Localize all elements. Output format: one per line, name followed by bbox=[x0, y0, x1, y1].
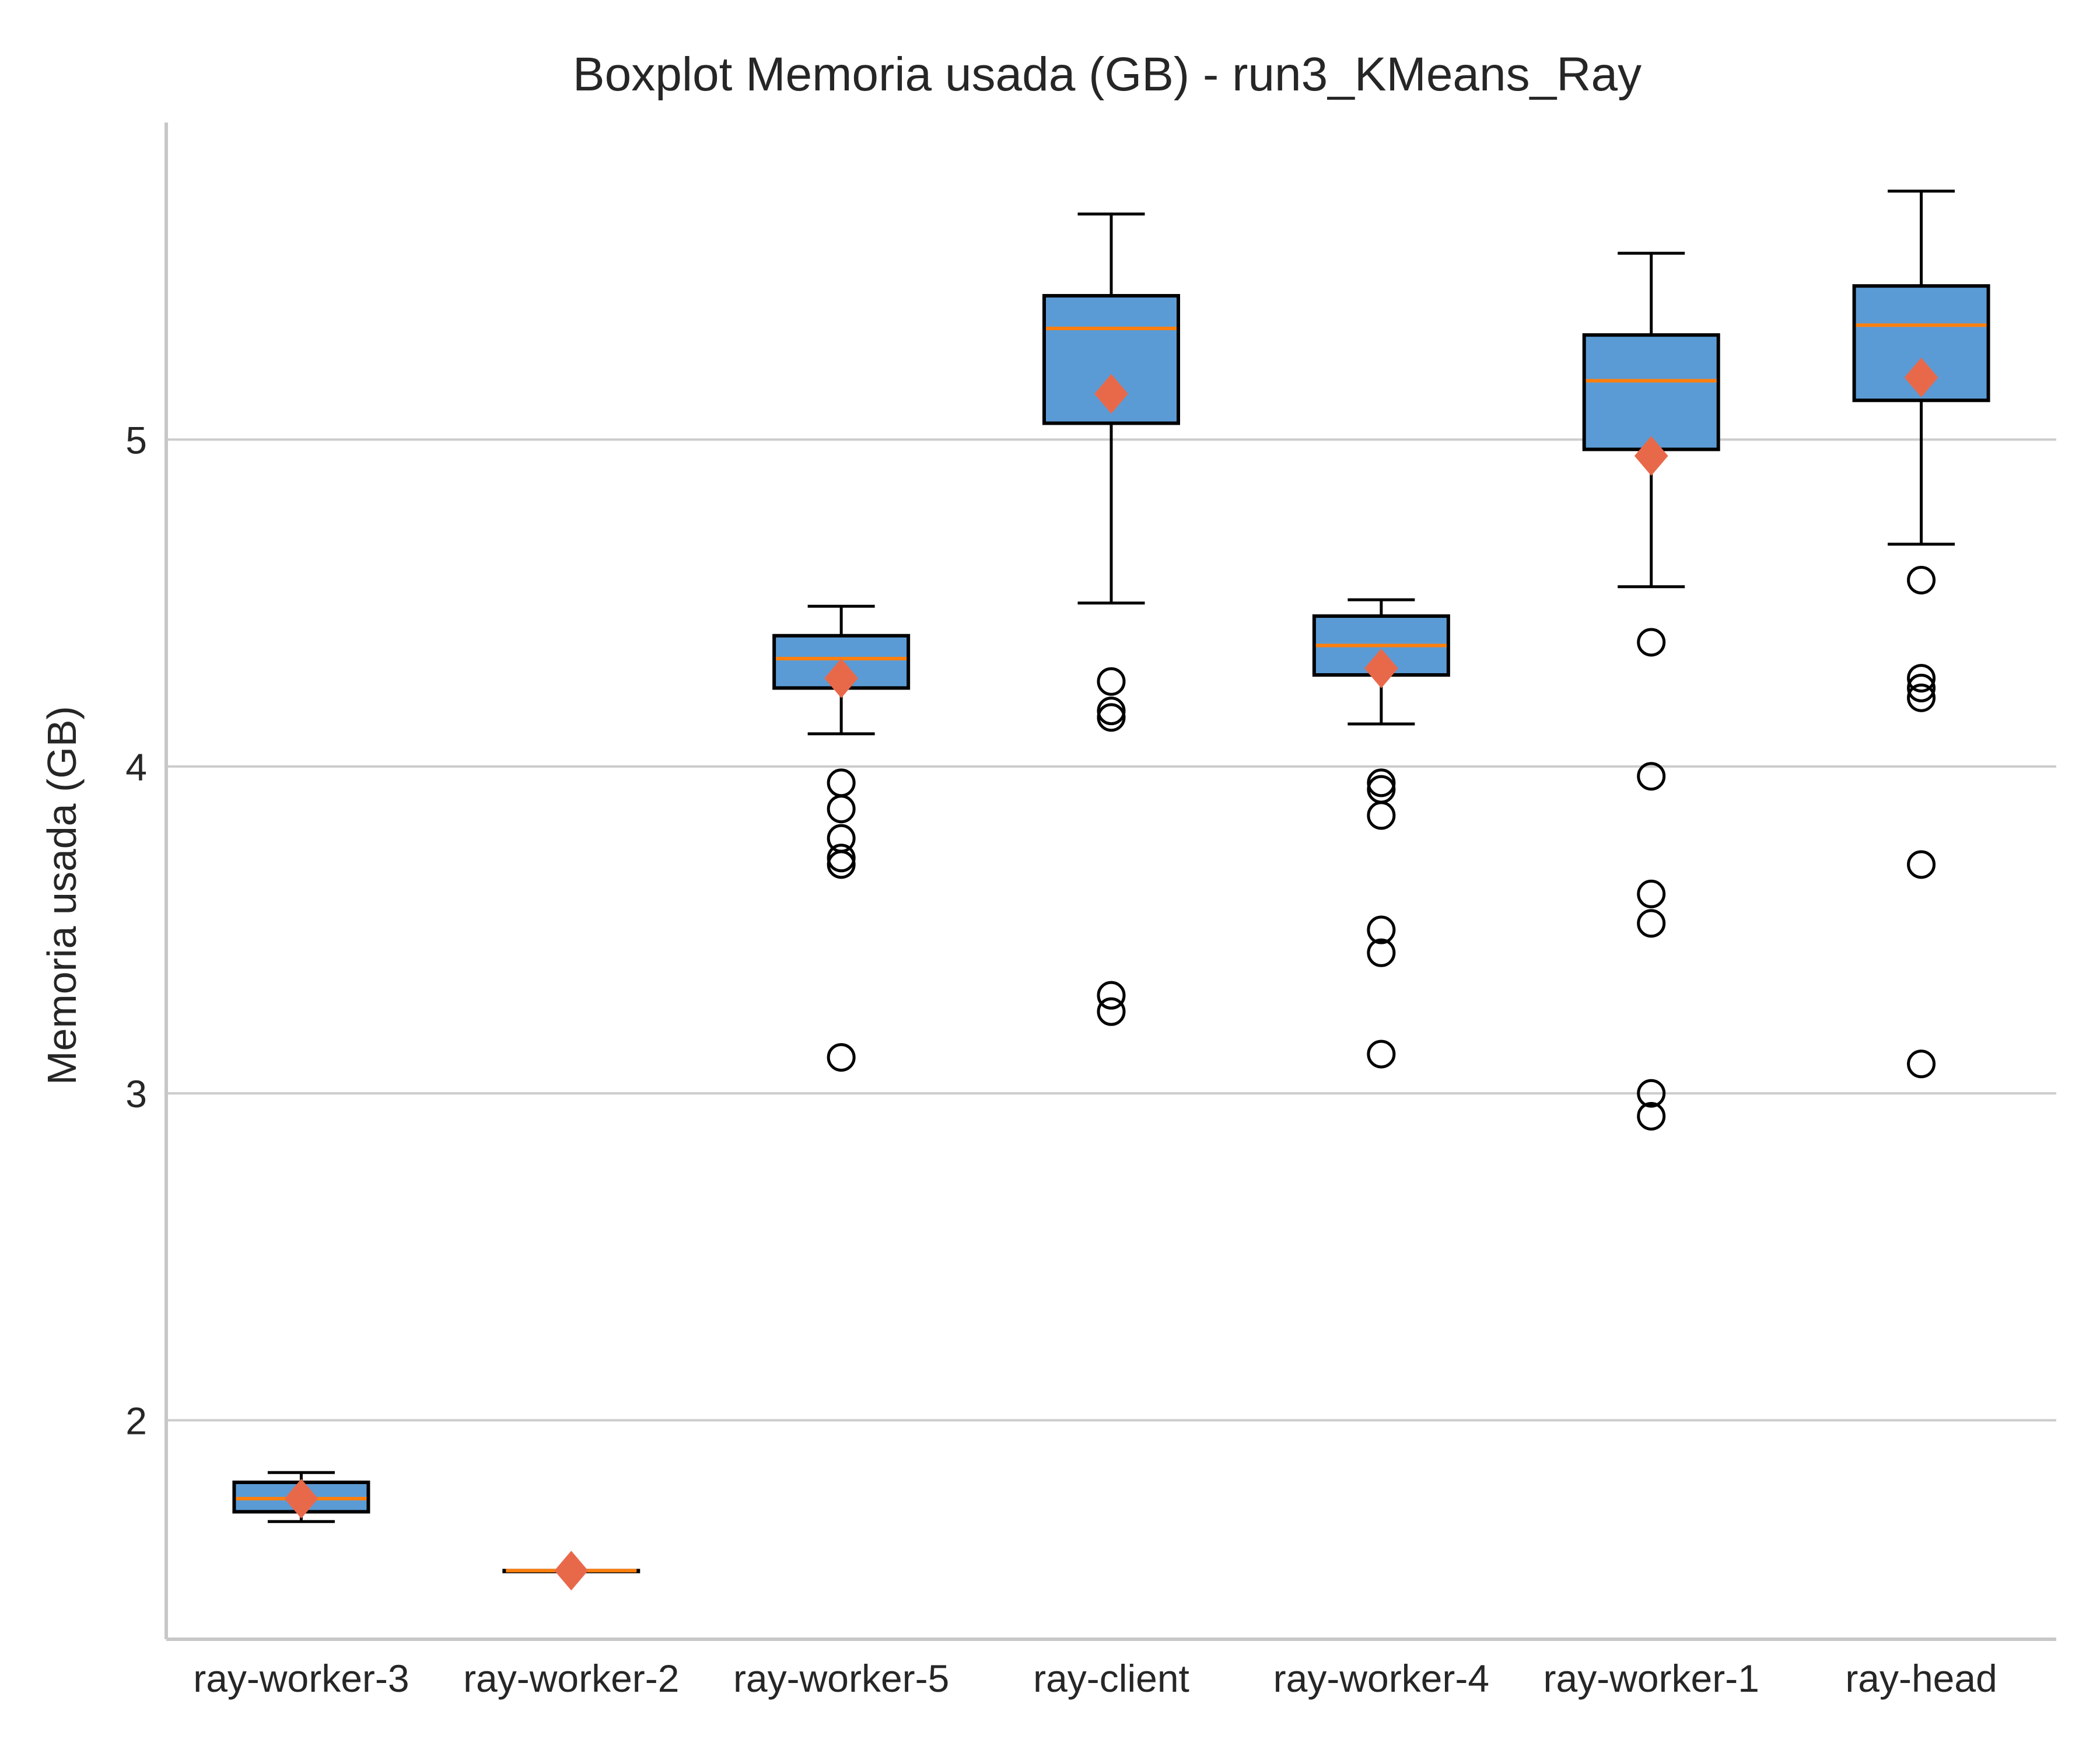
outlier-point bbox=[1907, 850, 1936, 879]
outlier-point bbox=[1637, 879, 1666, 908]
x-tick-label-ray-client: ray-client bbox=[1033, 1657, 1189, 1700]
outlier-point bbox=[1367, 768, 1396, 797]
x-tick-label-ray-head: ray-head bbox=[1845, 1657, 1997, 1700]
box-ray-client bbox=[1042, 212, 1180, 1026]
mean-marker bbox=[554, 1551, 589, 1591]
y-tick-label-4: 4 bbox=[125, 746, 147, 789]
mean-marker bbox=[1364, 648, 1398, 688]
outlier-point bbox=[1367, 775, 1396, 804]
outlier-point bbox=[1097, 703, 1126, 732]
outlier-point bbox=[1097, 667, 1126, 696]
x-tick-label-ray-worker-1: ray-worker-1 bbox=[1544, 1657, 1759, 1700]
outlier-point bbox=[1907, 565, 1936, 594]
x-tick-label-ray-worker-5: ray-worker-5 bbox=[733, 1657, 949, 1700]
outlier-point bbox=[1907, 673, 1936, 702]
y-tick-label-5: 5 bbox=[125, 419, 147, 462]
outlier-point bbox=[1367, 1040, 1396, 1069]
x-tick-label-ray-worker-4: ray-worker-4 bbox=[1273, 1657, 1489, 1700]
axes bbox=[164, 123, 2056, 1641]
x-tick-label-ray-worker-2: ray-worker-2 bbox=[463, 1657, 679, 1700]
mean-marker bbox=[1634, 436, 1668, 476]
outlier-point bbox=[1637, 628, 1666, 657]
outlier-point bbox=[1907, 683, 1936, 712]
y-tick-label-3: 3 bbox=[125, 1072, 147, 1115]
box-ray-head bbox=[1852, 190, 1990, 1079]
outlier-point bbox=[1907, 1049, 1936, 1079]
box-series bbox=[232, 190, 1990, 1591]
outlier-point bbox=[1367, 801, 1396, 830]
outlier-point bbox=[827, 844, 856, 873]
outlier-point bbox=[827, 1043, 856, 1072]
x-tick-label-ray-worker-3: ray-worker-3 bbox=[193, 1657, 409, 1700]
box-body bbox=[1582, 333, 1720, 452]
outlier-point bbox=[1097, 997, 1126, 1026]
tick-labels: 2 3 4 5 ray-worker-3 ray-worker-2 ray-worker-5… bbox=[125, 419, 1997, 1700]
box-ray-worker-2 bbox=[502, 1551, 640, 1591]
box-ray-worker-4 bbox=[1312, 598, 1450, 1069]
outlier-point bbox=[827, 795, 856, 824]
mean-marker bbox=[1094, 374, 1128, 414]
outlier-point bbox=[1367, 938, 1396, 967]
outlier-point bbox=[827, 850, 856, 879]
y-axis-label: Memoria usada (GB) bbox=[39, 706, 85, 1085]
mean-marker bbox=[284, 1479, 318, 1519]
mean-marker bbox=[1904, 358, 1938, 398]
box-ray-worker-3 bbox=[232, 1471, 370, 1523]
outlier-point bbox=[1637, 762, 1666, 791]
outlier-point bbox=[827, 768, 856, 797]
outlier-point bbox=[1097, 697, 1126, 726]
outlier-point bbox=[1637, 1079, 1666, 1108]
mean-marker bbox=[824, 658, 859, 698]
outlier-point bbox=[1637, 909, 1666, 938]
outlier-point bbox=[1907, 664, 1936, 693]
chart-title: Boxplot Memoria usada (GB) - run3_KMeans… bbox=[573, 48, 1642, 101]
box-ray-worker-5 bbox=[772, 604, 911, 1072]
outlier-point bbox=[1097, 981, 1126, 1010]
box-ray-worker-1 bbox=[1582, 251, 1720, 1131]
y-tick-label-2: 2 bbox=[125, 1399, 147, 1443]
outlier-point bbox=[1637, 1101, 1666, 1131]
outlier-point bbox=[1367, 915, 1396, 944]
